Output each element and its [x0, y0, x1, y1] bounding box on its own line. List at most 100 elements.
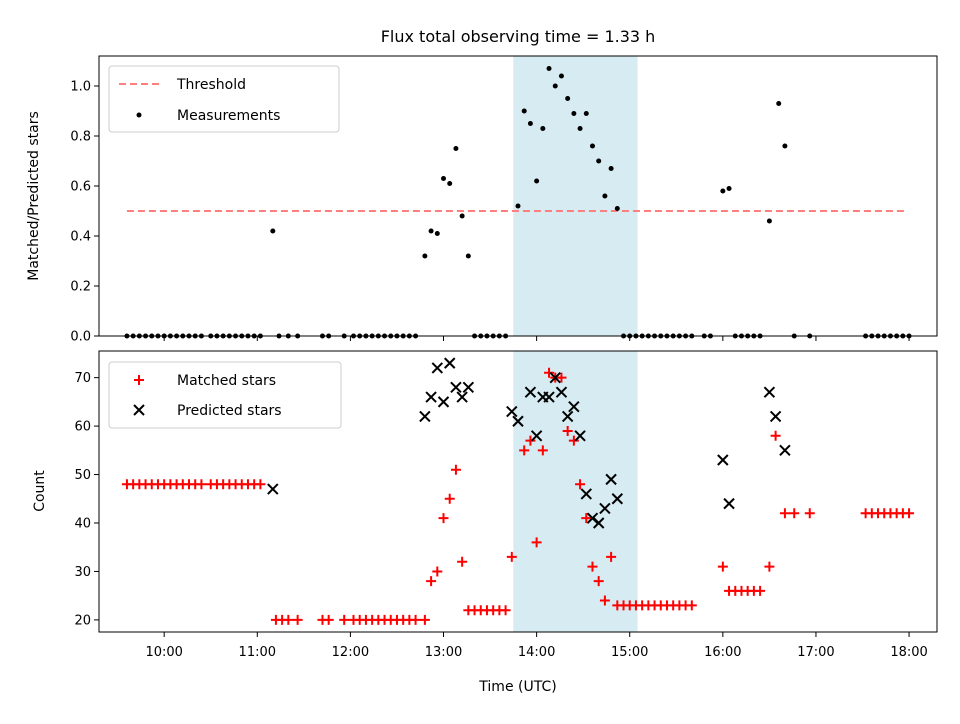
y-tick-label: 60	[74, 420, 91, 435]
x-axis-title: Time (UTC)	[478, 679, 556, 695]
matched-stars-point	[755, 585, 766, 596]
measurement-point	[465, 253, 471, 259]
predicted-stars-point	[512, 415, 524, 427]
matched-stars-point	[519, 445, 530, 456]
matched-stars-point	[562, 425, 573, 436]
bottom-y-axis-title: Count	[32, 470, 48, 512]
measurement-point	[782, 143, 788, 149]
y-tick-label: 20	[74, 613, 91, 628]
predicted-stars-point	[605, 473, 617, 486]
matched-stars-point	[196, 479, 207, 490]
measurement-point	[540, 126, 546, 131]
y-tick-label: 50	[74, 468, 91, 483]
predicted-stars-point	[555, 386, 568, 398]
matched-stars-point	[323, 614, 334, 625]
x-tick-label: 13:00	[425, 645, 462, 660]
matched-stars-point	[426, 576, 437, 587]
y-tick-label: 0.0	[70, 330, 91, 345]
matched-stars-point	[789, 508, 800, 519]
measurements-legend-swatch	[136, 112, 142, 118]
matched-stars-point	[717, 561, 728, 572]
predicted-stars-point	[599, 502, 611, 515]
matched-stars-point	[764, 561, 775, 572]
bottom-plot-area	[121, 357, 915, 625]
measurement-point	[589, 143, 595, 149]
measurement-point	[726, 186, 732, 191]
predicted-stars-point	[568, 401, 580, 413]
measurement-point	[596, 158, 602, 164]
predicted-stars-point	[717, 454, 729, 466]
predicted-stars-point	[723, 497, 735, 510]
bottom-x-ticks: 10:00 11:00 12:00 13:00 14:00 15:00 16:00 17:00…	[145, 632, 928, 660]
measurement-point	[441, 176, 447, 181]
x-tick-label: 10:00	[145, 645, 182, 660]
matched-stars-point	[410, 614, 421, 625]
measurement-point	[720, 188, 726, 194]
predicted-stars-point	[779, 444, 791, 457]
threshold-legend-label: Threshold	[176, 77, 246, 93]
top-legend: Threshold Measurements	[108, 65, 340, 133]
y-tick-label: 0.6	[70, 180, 91, 195]
predicted-stars-point	[444, 357, 456, 369]
predicted-stars-point	[592, 517, 605, 529]
y-tick-label: 0.4	[70, 230, 91, 245]
predicted-stars-point	[769, 410, 782, 423]
matched-stars-point	[606, 551, 617, 562]
measurement-point	[766, 218, 772, 224]
x-tick-label: 12:00	[332, 645, 369, 660]
top-y-axis-title: Matched/Predicted stars	[26, 111, 42, 281]
top-axes-frame	[98, 55, 938, 337]
matched-stars-point	[450, 464, 461, 475]
measurement-point	[577, 126, 583, 131]
matched-stars-point	[556, 372, 567, 383]
matched-stars-point	[500, 605, 511, 616]
matched-stars-point	[255, 479, 266, 490]
bottom-legend: Matched stars Predicted stars	[108, 361, 342, 429]
predicted-stars-point	[431, 362, 444, 374]
x-tick-label: 11:00	[239, 645, 276, 660]
predicted-stars-point	[419, 410, 431, 423]
x-tick-label: 17:00	[797, 645, 834, 660]
predicted-stars-point	[524, 386, 537, 398]
predicted-stars-point	[437, 396, 450, 408]
predicted-stars-point	[763, 386, 776, 398]
bottom-y-ticks: 20 30 40 50 60 70	[74, 371, 99, 628]
measurement-point	[602, 193, 608, 199]
measurement-point	[428, 228, 434, 234]
matched-stars-point	[599, 595, 610, 606]
measurement-point	[527, 121, 533, 126]
predicted-stars-point	[561, 410, 574, 423]
matched-stars-point	[438, 513, 449, 524]
matched-stars-point	[770, 430, 781, 441]
matched-legend-label: Matched stars	[177, 373, 276, 389]
matched-stars-point	[506, 551, 517, 562]
top-x-ticks	[163, 336, 910, 341]
predicted-stars-point	[456, 391, 468, 403]
measurement-point	[583, 111, 589, 116]
matched-stars-point	[283, 614, 294, 625]
y-tick-label: 40	[74, 516, 91, 531]
matched-stars-point	[457, 556, 468, 567]
y-tick-label: 1.0	[70, 80, 91, 95]
matched-stars-point	[904, 508, 915, 519]
matched-stars-point	[686, 600, 697, 611]
measurement-point	[608, 166, 614, 171]
measurement-point	[776, 101, 782, 106]
matched-stars-point	[444, 493, 455, 504]
predicted-stars-point	[425, 391, 437, 403]
measurement-point	[422, 253, 428, 259]
matched-stars-point	[581, 513, 592, 524]
measurements-legend-label: Measurements	[177, 108, 280, 124]
y-tick-label: 70	[74, 371, 91, 386]
measurement-point	[565, 96, 571, 101]
x-tick-label: 14:00	[518, 645, 555, 660]
matched-stars-point	[432, 566, 443, 577]
measurement-point	[558, 73, 564, 79]
measurement-point	[546, 66, 552, 71]
matched-stars-point	[587, 561, 598, 572]
predicted-stars-point	[462, 381, 475, 394]
measurement-point	[515, 203, 521, 209]
matched-stars-point	[593, 576, 604, 587]
measurement-point	[459, 213, 465, 219]
